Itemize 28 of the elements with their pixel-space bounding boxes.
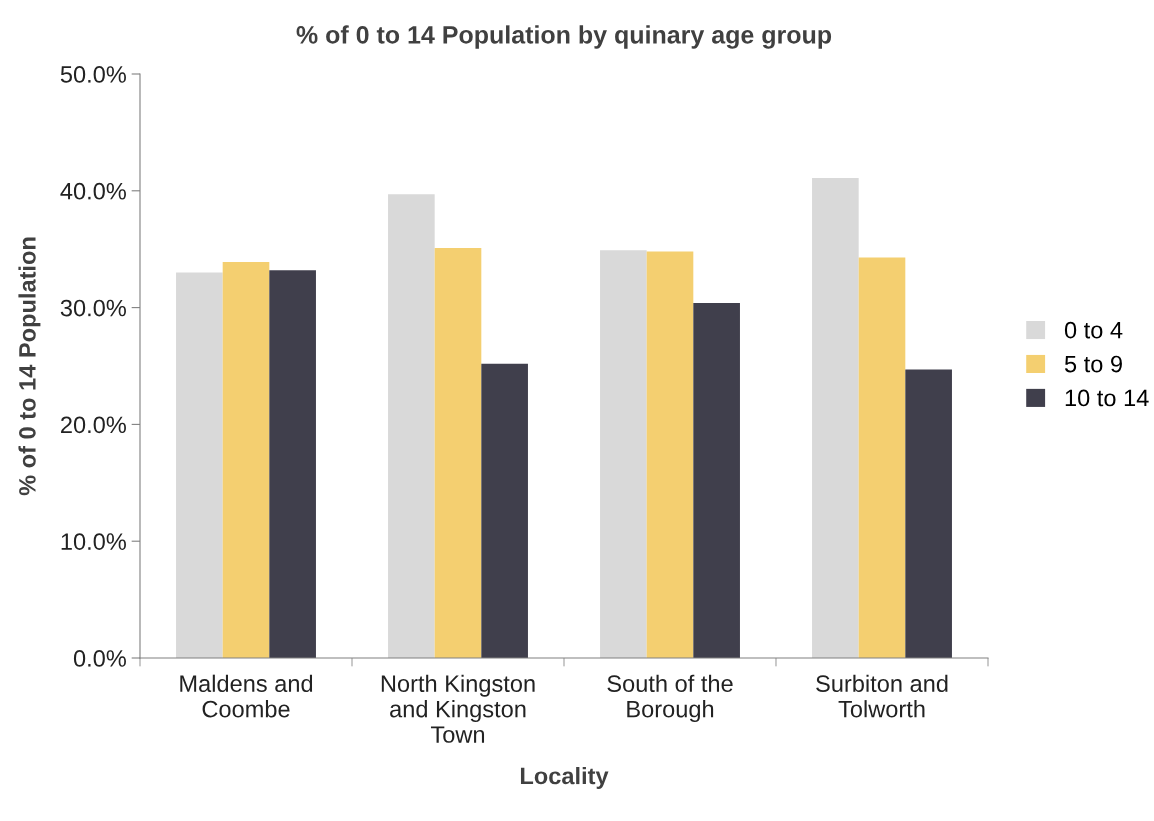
- chart-title: % of 0 to 14 Population by quinary age group: [296, 25, 832, 49]
- bar: [176, 272, 223, 658]
- bar: [693, 302, 740, 658]
- bar: [222, 262, 270, 658]
- x-tick-label: South of the Borough: [607, 674, 733, 723]
- y-tick-label: 0.0%: [73, 650, 126, 667]
- bar: [646, 251, 694, 658]
- x-axis-title: Locality: [520, 766, 609, 789]
- y-tick-label: 10.0%: [61, 533, 126, 550]
- y-tick-label: 20.0%: [61, 416, 126, 434]
- legend-label: 0 to 4: [1064, 321, 1123, 339]
- y-axis-title: % of 0 to 14 Population: [18, 237, 41, 496]
- bar: [434, 248, 482, 658]
- bar: [858, 257, 906, 658]
- x-tick-label: North Kingston and Kingston Town: [381, 674, 535, 743]
- x-tick-label: Surbiton and Tolworth: [816, 674, 948, 718]
- bar: [481, 363, 528, 658]
- bar: [388, 194, 435, 658]
- x-tick-label: Maldens and Coombe: [180, 674, 313, 718]
- legend-label: 5 to 9: [1064, 355, 1122, 373]
- y-tick-label: 40.0%: [60, 182, 126, 200]
- bar: [905, 369, 952, 658]
- y-tick-label: 30.0%: [60, 299, 126, 317]
- bar: [269, 270, 316, 658]
- bar: [600, 250, 647, 658]
- y-tick-label: 50.0%: [60, 66, 126, 83]
- legend-label: 10 to 14: [1065, 389, 1149, 407]
- bar: [812, 177, 859, 658]
